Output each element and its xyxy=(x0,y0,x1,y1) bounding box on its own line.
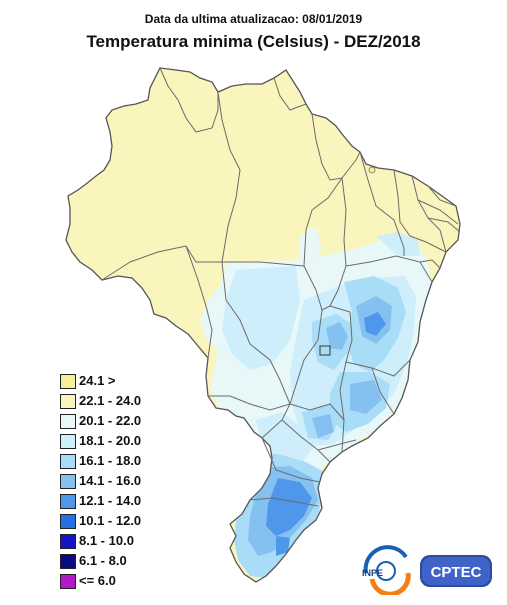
legend-swatch xyxy=(60,414,76,429)
inpe-logo-text: INPE xyxy=(362,568,383,578)
legend-swatch xyxy=(60,514,76,529)
left-frame-strip xyxy=(0,0,8,605)
legend-label: 12.1 - 14.0 xyxy=(79,493,142,508)
cptec-logo-text: CPTEC xyxy=(431,564,482,581)
legend-label: 8.1 - 10.0 xyxy=(79,533,134,548)
legend-label: 14.1 - 16.0 xyxy=(79,473,142,488)
legend-label: 22.1 - 24.0 xyxy=(79,393,142,408)
island-marker xyxy=(368,166,376,174)
legend-swatch xyxy=(60,534,76,549)
legend-label: 24.1 > xyxy=(79,373,116,388)
legend-label: 10.1 - 12.0 xyxy=(79,513,142,528)
inpe-logo: INPE xyxy=(362,545,411,595)
legend-swatch xyxy=(60,474,76,489)
right-frame-strip xyxy=(495,0,507,605)
legend-swatch xyxy=(60,374,76,389)
legend-label: 18.1 - 20.0 xyxy=(79,433,142,448)
legend-swatch xyxy=(60,394,76,409)
legend-label: 20.1 - 22.0 xyxy=(79,413,142,428)
state-borders xyxy=(65,67,461,583)
legend-swatch xyxy=(60,454,76,469)
legend-swatch xyxy=(60,434,76,449)
legend-label: 6.1 - 8.0 xyxy=(79,553,127,568)
legend-swatch xyxy=(60,554,76,569)
legend-label: <= 6.0 xyxy=(79,573,116,588)
cptec-logo: CPTEC xyxy=(420,555,492,587)
legend-label: 16.1 - 18.0 xyxy=(79,453,142,468)
update-date-subtitle: Data da ultima atualizacao: 08/01/2019 xyxy=(144,12,363,26)
map-title: Temperatura minima (Celsius) - DEZ/2018 xyxy=(86,32,421,51)
legend-swatch xyxy=(60,494,76,509)
legend-swatch xyxy=(60,574,76,589)
